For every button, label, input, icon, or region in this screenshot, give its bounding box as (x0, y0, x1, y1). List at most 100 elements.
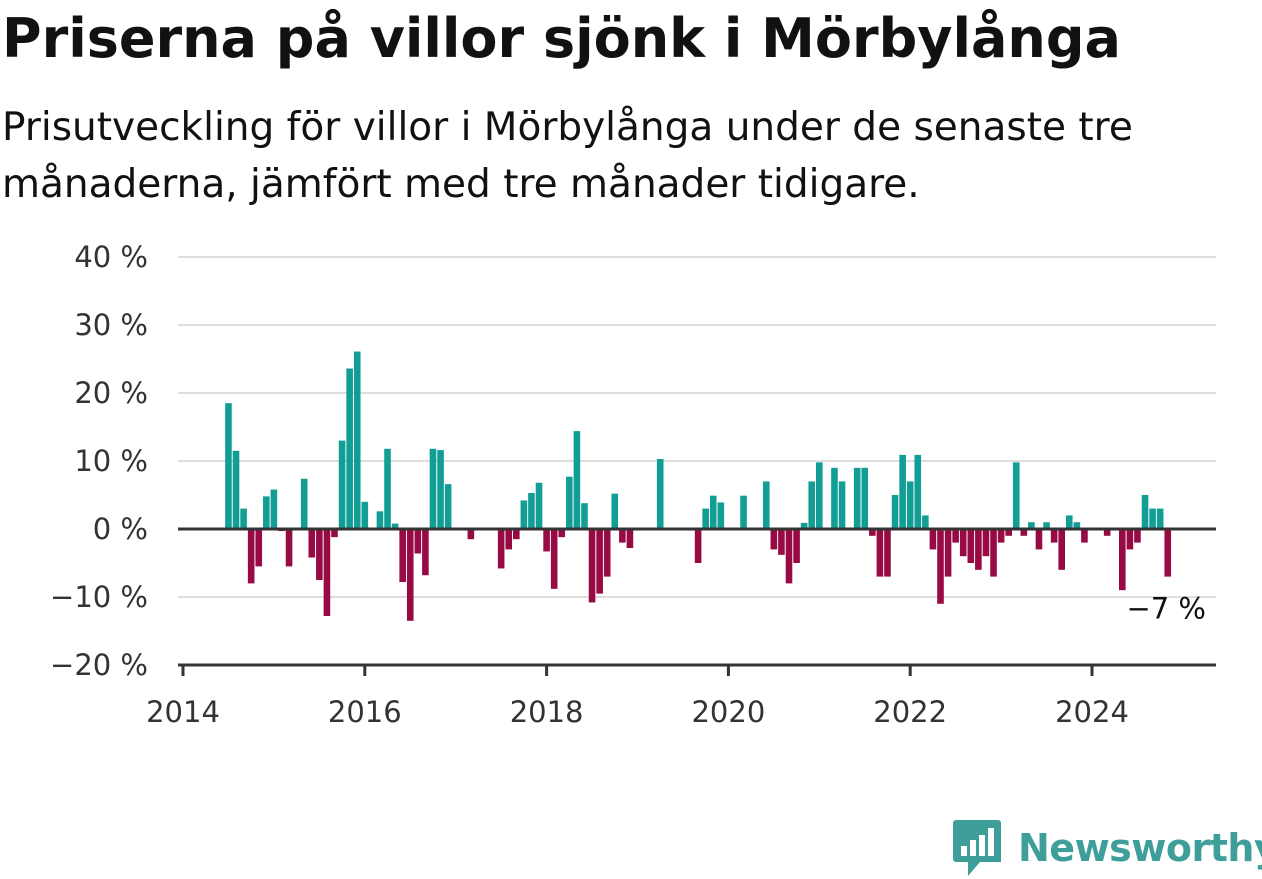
bar (982, 529, 990, 557)
bar (1141, 495, 1149, 529)
bar (1050, 529, 1058, 543)
y-tick-label: 0 % (93, 512, 148, 546)
tick-labels: 40 % 30 % 20 % 10 % 0 % −10 % −20 % 2014 2016 201… (50, 240, 1206, 729)
bar (762, 481, 770, 529)
bar (1134, 529, 1141, 543)
bar (626, 529, 634, 549)
bar (550, 529, 558, 589)
bar (876, 529, 884, 577)
bar (740, 495, 747, 529)
bar (778, 529, 785, 555)
bar (558, 529, 566, 538)
bar (406, 529, 414, 621)
bar (891, 495, 899, 529)
bar (853, 467, 861, 529)
bar (285, 529, 293, 567)
bar (1164, 529, 1172, 577)
bar (414, 529, 422, 554)
bar (967, 529, 975, 563)
bar (573, 431, 581, 529)
bar (838, 481, 846, 529)
bar (603, 529, 611, 577)
bar (300, 478, 308, 529)
bar (535, 482, 543, 529)
y-tick-label: −10 % (50, 580, 148, 614)
x-tick-label: 2022 (873, 695, 947, 729)
y-tick-label: 20 % (74, 376, 148, 410)
bar (1028, 522, 1035, 529)
brand-logo: Newsworthy (952, 818, 1262, 878)
y-tick-label: 30 % (74, 308, 148, 342)
bar (399, 529, 406, 583)
bar (816, 462, 823, 529)
bar (899, 454, 906, 529)
bar (975, 529, 982, 570)
bar (225, 403, 232, 529)
bar (611, 493, 619, 529)
bar (308, 529, 316, 558)
bar (1012, 462, 1020, 529)
chart-title: Priserna på villor sjönk i Mörbylånga (2, 7, 1121, 70)
bar (997, 529, 1005, 543)
bar (861, 467, 869, 529)
bar (316, 529, 323, 580)
bar (619, 529, 626, 543)
brand-name: Newsworthy (1018, 826, 1262, 870)
bar (444, 484, 452, 529)
bar (717, 502, 725, 529)
y-tick-label: 10 % (74, 444, 148, 478)
bar (255, 529, 263, 567)
bar (263, 496, 270, 529)
bar (929, 529, 937, 550)
bar (952, 529, 959, 543)
bar (422, 529, 429, 576)
bar (566, 476, 573, 529)
bar (884, 529, 891, 577)
bar (528, 492, 535, 529)
bar (596, 529, 603, 594)
bar (656, 458, 664, 529)
bar (793, 529, 800, 563)
bar (361, 501, 369, 529)
bar (990, 529, 997, 577)
bar (808, 481, 816, 529)
bar (1043, 522, 1050, 529)
bar (709, 495, 717, 529)
bar (1065, 515, 1073, 529)
bar (513, 529, 520, 540)
bar (331, 529, 338, 538)
bar (391, 523, 399, 529)
bar (702, 508, 709, 529)
x-tick-label: 2020 (691, 695, 765, 729)
bar (869, 529, 876, 536)
bar (520, 500, 528, 529)
bar (785, 529, 793, 584)
bar (906, 481, 914, 529)
bar (353, 351, 361, 529)
chart-subtitle: Prisutveckling för villor i Mörbylånga u… (2, 105, 1133, 207)
bar (429, 448, 437, 529)
bar (770, 529, 778, 550)
bar (588, 529, 596, 603)
bars (225, 351, 1172, 621)
bar (384, 448, 391, 529)
bar (694, 529, 702, 563)
x-tick-label: 2016 (328, 695, 402, 729)
bar (937, 529, 944, 604)
last-value-label: −7 % (1126, 592, 1206, 626)
bar (338, 440, 346, 529)
bar (497, 529, 505, 569)
bar (467, 529, 475, 540)
bar (800, 522, 808, 529)
bar (346, 368, 353, 529)
bar (831, 467, 838, 529)
bar (1073, 522, 1081, 529)
bar (247, 529, 255, 584)
bar (922, 515, 929, 529)
bar (1020, 529, 1028, 536)
x-tick-label: 2014 (146, 695, 220, 729)
bar (270, 489, 278, 529)
bar (959, 529, 967, 557)
y-tick-label: 40 % (74, 240, 148, 274)
